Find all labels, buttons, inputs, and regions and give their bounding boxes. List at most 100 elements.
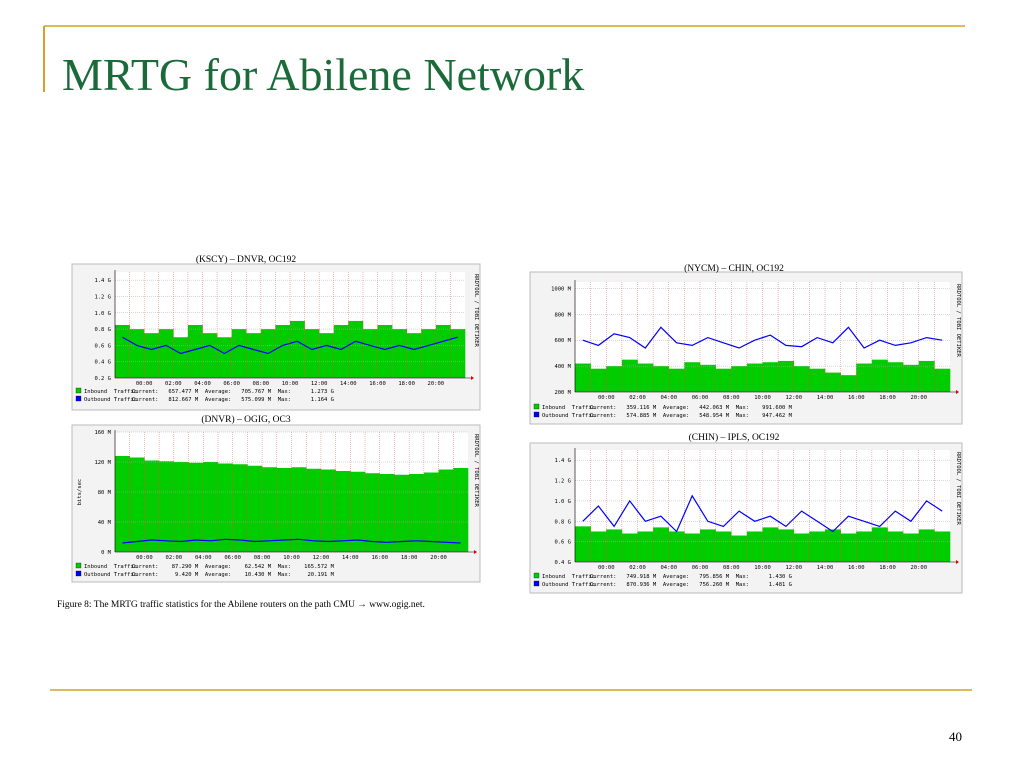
legend-name: Outbound Traffic	[542, 413, 595, 419]
inbound-bar	[115, 456, 131, 552]
legend-swatch	[533, 411, 540, 418]
y-tick-label: 0.6 G	[554, 540, 571, 546]
outbound-line	[122, 336, 458, 355]
x-tick-label: 06:00	[224, 555, 241, 561]
inbound-bar	[637, 363, 654, 392]
inbound-bar	[621, 359, 638, 392]
chart-title: (DNVR) – OGIG, OC3	[201, 414, 290, 425]
inbound-bar	[871, 359, 888, 392]
side-text: RRDTOOL / TOBI OETIKER	[955, 284, 961, 358]
inbound-bar	[333, 325, 349, 378]
inbound-bar	[715, 368, 732, 392]
inbound-bar	[840, 375, 857, 392]
y-tick-label: 0.4 G	[554, 560, 571, 566]
inbound-bar	[291, 467, 307, 552]
inbound-bar	[275, 325, 291, 378]
inbound-bar	[621, 533, 638, 562]
inbound-bar	[335, 471, 351, 552]
inbound-bar	[856, 531, 873, 562]
x-tick-label: 16:00	[848, 565, 865, 571]
x-tick-label: 08:00	[254, 555, 271, 561]
x-tick-label: 02:00	[629, 565, 646, 571]
inbound-bar	[173, 337, 189, 378]
inbound-bar	[825, 372, 841, 392]
inbound-bar	[129, 457, 145, 552]
inbound-bar	[934, 368, 951, 392]
inbound-bar	[606, 366, 623, 392]
inbound-bar	[575, 526, 591, 562]
inbound-bar	[903, 364, 920, 392]
y-tick-label: 0.8 G	[554, 519, 571, 525]
legend-stats: Current: 657.477 M Average: 705.767 M Ma…	[132, 389, 334, 395]
y-tick-label: 80 M	[98, 490, 112, 496]
legend-stats: Current: 749.918 M Average: 795.856 M Ma…	[590, 574, 792, 580]
y-tick-label: 0.6 G	[94, 343, 111, 349]
legend-swatch	[75, 562, 82, 569]
x-tick-label: 16:00	[848, 395, 865, 401]
x-tick-label: 02:00	[165, 381, 182, 387]
inbound-bar	[684, 533, 701, 562]
y-tick-label: 1.0 G	[94, 311, 111, 317]
axis-arrow	[471, 376, 474, 380]
inbound-bar	[793, 366, 810, 392]
inbound-bar	[202, 333, 218, 378]
inbound-bar	[887, 362, 904, 392]
inbound-bar	[918, 529, 935, 562]
y-tick-label: 1.4 G	[94, 278, 111, 284]
inbound-bar	[217, 463, 233, 552]
inbound-bar	[409, 474, 425, 552]
inbound-bar	[421, 329, 437, 378]
inbound-bar	[653, 366, 670, 392]
side-text: RRDTOOL / TOBI OETIKER	[473, 434, 479, 508]
axis-arrow	[956, 390, 959, 394]
y-tick-label: 0.8 G	[94, 327, 111, 333]
legend-swatch	[533, 403, 540, 410]
slide-title: MRTG for Abilene Network	[62, 49, 584, 100]
chart-title: (NYCM) – CHIN, OC192	[684, 263, 784, 274]
legend-swatch	[75, 570, 82, 577]
inbound-bar	[159, 461, 175, 552]
inbound-bar	[918, 360, 935, 392]
side-text: RRDTOOL / TOBI OETIKER	[955, 452, 961, 526]
legend-name: Outbound Traffic	[84, 397, 137, 403]
x-tick-label: 18:00	[401, 555, 418, 561]
x-tick-label: 20:00	[428, 381, 445, 387]
inbound-bar	[392, 329, 407, 378]
x-tick-label: 08:00	[723, 395, 740, 401]
inbound-bar	[762, 362, 779, 392]
inbound-bar	[840, 533, 857, 562]
inbound-bar	[262, 467, 278, 552]
inbound-bar	[290, 320, 305, 378]
outbound-line	[582, 494, 943, 533]
inbound-bar	[684, 362, 701, 392]
inbound-bar	[187, 325, 203, 378]
y-tick-label: 600 M	[554, 338, 571, 344]
x-tick-label: 12:00	[785, 565, 802, 571]
legend-stats: Current: 574.885 M Average: 548.954 M Ma…	[590, 413, 793, 419]
inbound-bar	[887, 531, 904, 562]
inbound-bar	[778, 529, 795, 562]
x-tick-label: 20:00	[910, 395, 927, 401]
side-text: RRDTOOL / TOBI OETIKER	[473, 274, 479, 348]
inbound-bar	[668, 531, 685, 562]
x-tick-label: 20:00	[910, 565, 927, 571]
inbound-bar	[232, 464, 248, 552]
inbound-bar	[423, 472, 439, 552]
inbound-bar	[319, 333, 335, 378]
x-tick-label: 04:00	[194, 381, 211, 387]
inbound-bar	[653, 527, 670, 562]
y-tick-label: 800 M	[554, 312, 571, 318]
x-tick-label: 20:00	[430, 555, 447, 561]
axis-arrow	[474, 550, 477, 554]
x-tick-label: 18:00	[879, 395, 896, 401]
inbound-bar	[871, 527, 888, 562]
inbound-bar	[668, 368, 685, 392]
inbound-bar	[809, 531, 826, 562]
y-tick-label: 160 M	[94, 430, 111, 436]
inbound-bar	[934, 531, 951, 562]
axis-arrow	[956, 560, 959, 564]
inbound-bar	[450, 329, 466, 378]
inbound-bar	[825, 529, 841, 562]
x-tick-label: 08:00	[723, 565, 740, 571]
